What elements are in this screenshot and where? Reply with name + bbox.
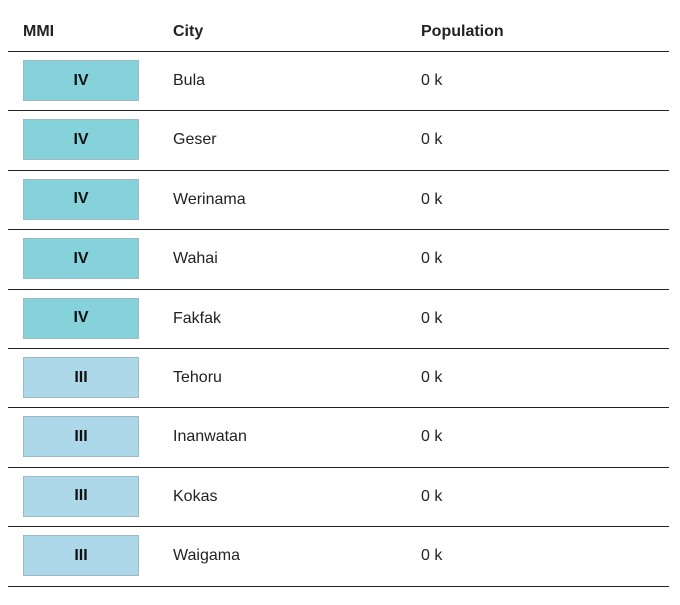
row-rule	[8, 467, 669, 468]
row-rule	[8, 526, 669, 527]
population: 0 k	[421, 487, 443, 505]
city: Inanwatan	[173, 428, 247, 446]
mmi-badge: III	[23, 416, 139, 458]
population: 0 k	[421, 250, 443, 268]
column-header: City	[173, 23, 204, 40]
mmi-badge: III	[23, 357, 139, 398]
mmi-badge: IV	[23, 178, 139, 220]
city: Bula	[173, 72, 206, 89]
population: 0 k	[421, 547, 443, 565]
population: 0 k	[421, 428, 443, 446]
mmi-badge: IV	[23, 119, 139, 161]
row-rule	[8, 170, 669, 171]
column-header: Population	[421, 23, 504, 40]
mmi-badge: IV	[23, 238, 139, 280]
mmi-badge: IV	[23, 60, 139, 101]
city: Tehoru	[173, 369, 222, 386]
header-rule	[8, 51, 669, 52]
city: Kokas	[173, 487, 218, 505]
city: Wahai	[173, 250, 218, 268]
mmi-badge: III	[23, 475, 139, 517]
row-rule	[8, 407, 669, 408]
city: Geser	[173, 131, 217, 149]
city: Fakfak	[173, 309, 222, 327]
population: 0 k	[421, 190, 443, 208]
row-rule	[8, 289, 669, 290]
row-rule	[8, 110, 669, 111]
mmi-badge: IV	[23, 297, 139, 339]
population: 0 k	[421, 72, 443, 89]
row-rule	[8, 586, 669, 587]
population: 0 k	[421, 131, 443, 149]
city: Werinama	[173, 190, 246, 208]
population: 0 k	[421, 369, 443, 386]
mmi-badge: III	[23, 535, 139, 577]
city: Waigama	[173, 547, 240, 565]
population: 0 k	[421, 309, 443, 327]
row-rule	[8, 229, 669, 230]
column-header: MMI	[23, 23, 55, 40]
row-rule	[8, 348, 669, 349]
